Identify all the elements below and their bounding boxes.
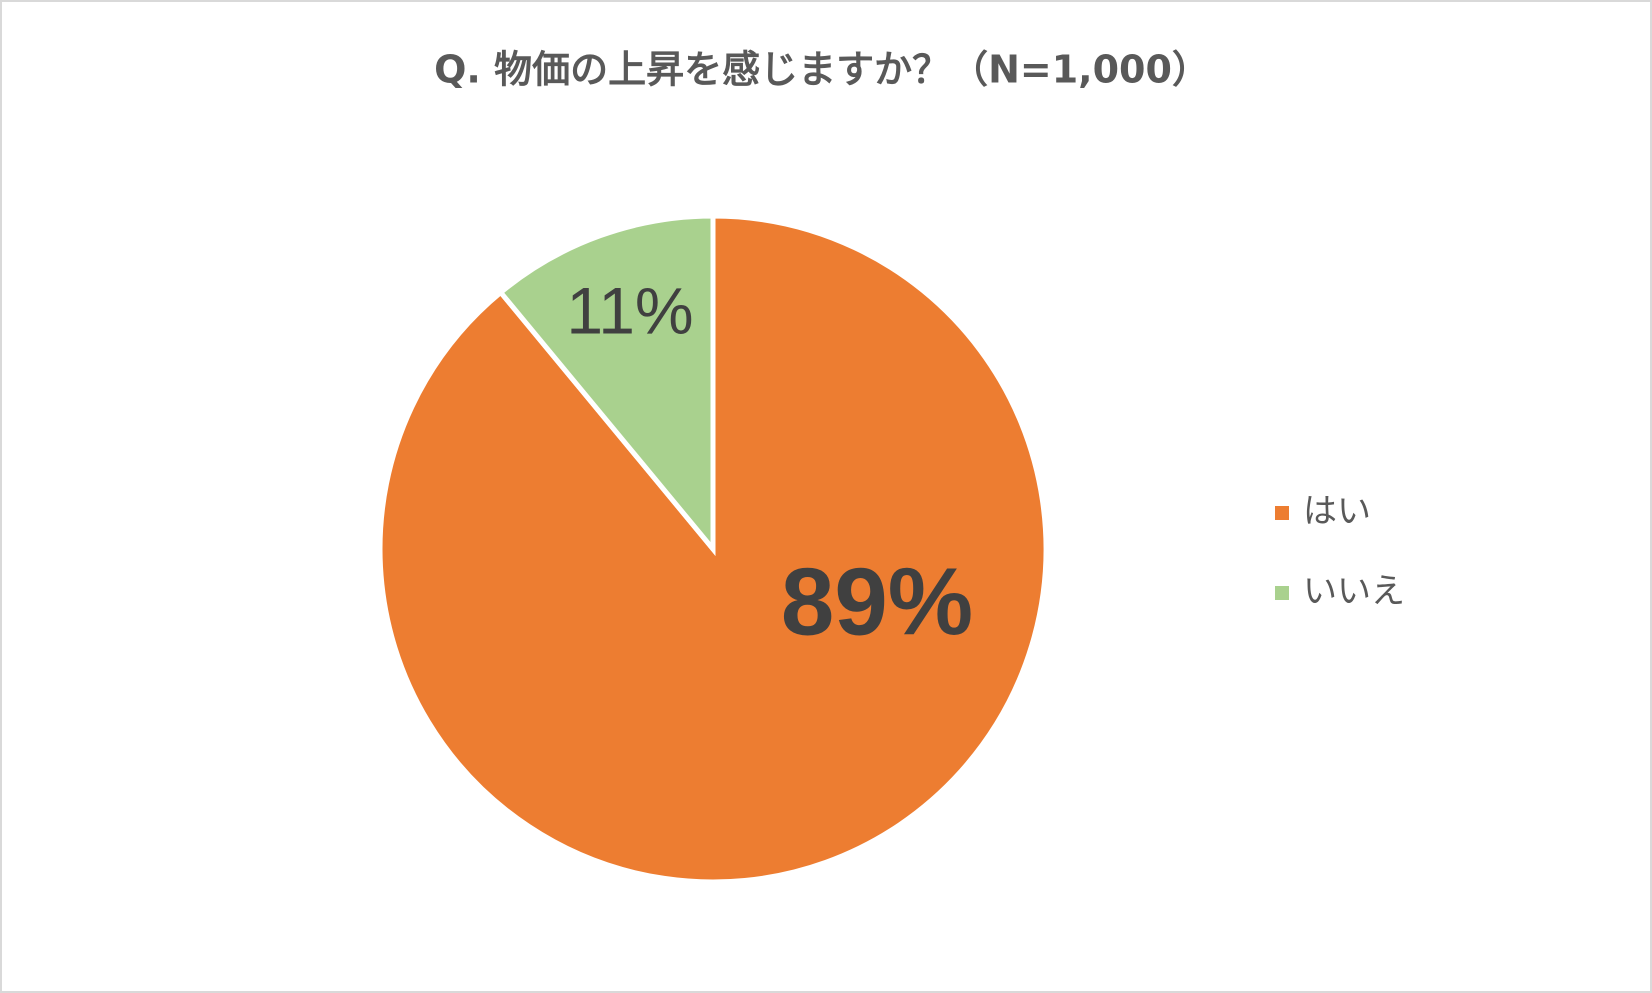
chart-title: Q. 物価の上昇を感じますか？（N=1,000）: [434, 48, 1210, 92]
data-label: 89%: [781, 548, 973, 655]
legend-label: はい: [1303, 492, 1371, 532]
pie-slice: [497, 213, 716, 556]
legend-swatch: [1275, 506, 1289, 520]
data-label: 11%: [566, 273, 693, 347]
legend-swatch: [1275, 586, 1289, 600]
legend-label: いいえ: [1303, 572, 1405, 612]
